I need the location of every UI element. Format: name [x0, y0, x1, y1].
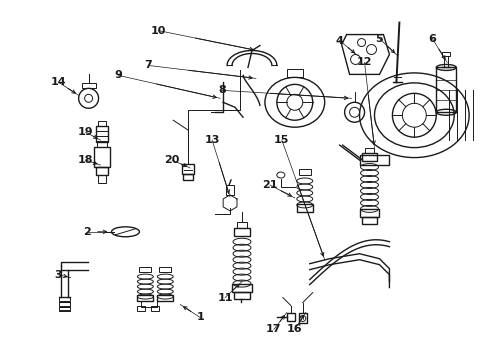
Bar	[435, 67, 455, 112]
Text: 21: 21	[262, 180, 277, 190]
Text: 18: 18	[78, 155, 93, 165]
Text: 15: 15	[274, 135, 289, 145]
Bar	[59, 302, 69, 306]
Bar	[361, 217, 377, 224]
Text: 10: 10	[150, 26, 166, 36]
Bar	[95, 167, 107, 175]
Bar	[96, 141, 106, 147]
Text: 12: 12	[356, 58, 371, 67]
Text: 14: 14	[51, 77, 66, 87]
Text: 19: 19	[78, 127, 93, 137]
Bar	[286, 314, 294, 321]
Bar	[98, 175, 105, 183]
Text: 9: 9	[114, 71, 122, 80]
Bar	[151, 306, 159, 311]
Bar	[183, 174, 193, 180]
Text: 3: 3	[54, 270, 61, 280]
Text: 2: 2	[82, 227, 90, 237]
Bar	[234, 228, 249, 236]
Bar	[286, 69, 302, 77]
Bar	[298, 169, 310, 175]
Text: 1: 1	[196, 312, 203, 323]
Bar	[59, 297, 69, 301]
Bar	[157, 294, 173, 301]
Text: 20: 20	[164, 155, 180, 165]
Bar	[298, 314, 306, 323]
Text: 11: 11	[217, 293, 232, 302]
Text: 6: 6	[427, 33, 435, 44]
Bar	[95, 126, 107, 142]
Bar	[182, 164, 194, 174]
Bar	[441, 53, 449, 57]
Bar	[159, 267, 171, 272]
Bar	[139, 267, 151, 272]
Text: 16: 16	[286, 324, 302, 334]
Text: 8: 8	[218, 85, 225, 95]
Text: 5: 5	[375, 33, 383, 44]
Bar	[234, 292, 249, 298]
Bar	[359, 209, 379, 217]
Bar	[98, 121, 105, 126]
Bar	[137, 306, 145, 311]
Bar	[81, 84, 95, 88]
Bar	[296, 204, 312, 212]
Bar	[232, 284, 251, 292]
Bar	[364, 148, 374, 153]
Text: 13: 13	[204, 135, 220, 145]
Bar	[59, 306, 69, 310]
Text: 17: 17	[265, 324, 281, 334]
Text: 4: 4	[335, 36, 343, 46]
Bar	[137, 294, 153, 301]
Bar	[225, 185, 234, 195]
Bar	[359, 155, 388, 165]
Bar	[361, 153, 377, 161]
Bar	[93, 147, 109, 167]
Text: 7: 7	[144, 60, 152, 71]
Bar	[237, 222, 246, 228]
